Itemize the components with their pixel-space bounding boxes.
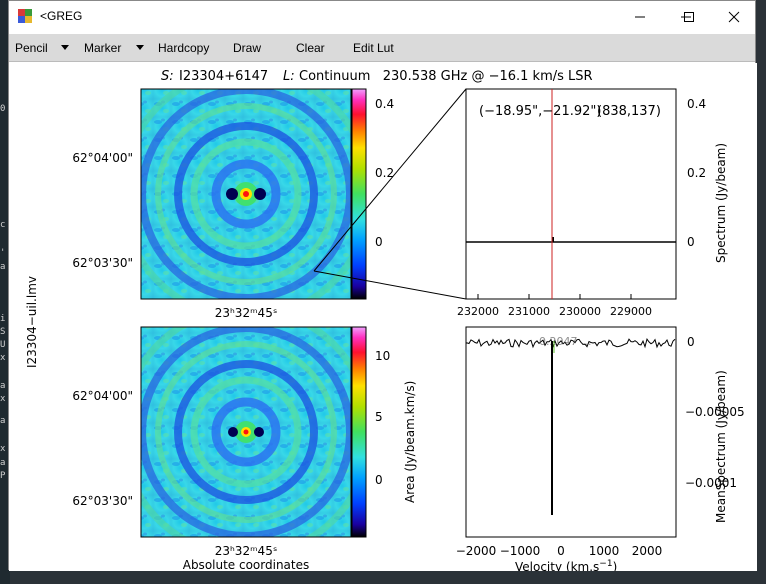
mean-spectrum-ytick-3: −0.0001 [685, 476, 737, 490]
mean-spectrum-overlay-text: 0.2047 ... [539, 335, 591, 348]
minimize-icon [681, 16, 691, 18]
spectrum-xtick: 232000 [457, 305, 499, 318]
marker-dropdown-icon[interactable] [136, 45, 144, 50]
cursor-coordinates: (−18.95",−21.92") [479, 104, 601, 119]
cube-file-label: I23304−uil.lmv [25, 276, 39, 368]
pencil-dropdown-icon[interactable] [61, 45, 69, 50]
close-button[interactable] [711, 1, 757, 33]
spectrum-xtick: 229000 [610, 305, 652, 318]
edit-lut-button[interactable]: Edit Lut [353, 41, 394, 55]
marker-menu[interactable]: Marker [84, 41, 122, 55]
bottom-colorbar-tick-3: 0 [375, 473, 383, 487]
terminal-char: x [0, 394, 6, 404]
bottom-map-ytick-2: 62°03'30" [72, 494, 133, 508]
app-cube-icon [18, 9, 32, 23]
terminal-char: ' [0, 248, 6, 258]
close-icon [728, 11, 740, 23]
spectrum-xtick: 231000 [508, 305, 550, 318]
source-name: I23304+6147 [179, 69, 268, 84]
cursor-pixel: (838,137) [597, 104, 661, 119]
top-map-ytick-2: 62°03'30" [72, 256, 133, 270]
terminal-char: a [0, 416, 6, 426]
window-title: <GREG [40, 9, 83, 23]
continuum-map-frame [140, 88, 352, 300]
terminal-char: 0 [0, 104, 6, 114]
zoom-line-bottom [313, 270, 467, 300]
mean-spectrum-ytick-2: −0.00005 [685, 405, 745, 419]
hardcopy-button[interactable]: Hardcopy [158, 41, 210, 55]
mean-spectrum-xtick: −1000 [500, 544, 541, 558]
top-colorbar-tick-3: 0 [375, 235, 383, 249]
area-map[interactable] [122, 308, 370, 556]
area-map-frame [140, 326, 352, 538]
terminal-char: U [0, 340, 6, 350]
terminal-char: x [0, 353, 6, 363]
minimize-button[interactable] [663, 1, 709, 33]
mean-spectrum-xtick: 1000 [589, 544, 620, 558]
bottom-colorbar-tick-2: 5 [375, 410, 383, 424]
mean-spectrum-noise-trace [465, 337, 676, 349]
terminal-char: a [0, 458, 6, 468]
minimize-button-alt[interactable] [617, 1, 663, 33]
mean-spectrum-ylabel: MeanSpectrum (Jy/beam) [714, 370, 728, 523]
terminal-char: S [0, 327, 6, 337]
mean-spectrum-xtick: −2000 [456, 544, 497, 558]
top-colorbar-tick-1: 0.4 [375, 97, 394, 111]
greg-window: <GREG Pencil Marker Hardcopy Draw Clear … [8, 0, 757, 574]
pencil-menu[interactable]: Pencil [15, 41, 48, 55]
minimize-line-icon [635, 16, 645, 18]
mean-spectrum-ytick-1: 0 [687, 335, 695, 349]
top-map-ytick-1: 62°04'00" [72, 151, 133, 165]
title-bar[interactable]: <GREG [9, 1, 755, 33]
mean-spectrum-xlabel-main: Velocity (km.s [515, 560, 599, 571]
draw-button[interactable]: Draw [233, 41, 262, 55]
terminal-char: x [0, 444, 6, 454]
spectrum-ytick-1: 0.4 [687, 97, 706, 111]
source-label: S: [161, 69, 174, 84]
line-label: L: [283, 69, 295, 84]
spectrum-ytick-2: 0.2 [687, 166, 706, 180]
zoom-line-top [313, 88, 467, 272]
continuum-map[interactable] [122, 70, 370, 318]
spectrum-panel[interactable] [465, 88, 677, 300]
mean-spectrum-xtick: 0 [557, 544, 565, 558]
mean-spectrum-xlabel-sup: −1 [599, 559, 612, 569]
spectrum-ylabel: Spectrum (Jy/beam) [714, 143, 728, 263]
terminal-char: c [0, 220, 6, 230]
bottom-map-xtick: 23ʰ32ᵐ45ˢ [215, 544, 278, 558]
top-colorbar [351, 88, 367, 300]
bottom-map-xlabel: Absolute coordinates [183, 558, 310, 571]
background-terminal [0, 0, 10, 584]
terminal-char: a [0, 381, 6, 391]
maximize-button[interactable] [666, 1, 712, 33]
mean-spectrum-xlabel-end: ) [613, 560, 618, 571]
spectrum-xtick: 230000 [559, 305, 601, 318]
terminal-char: P [0, 471, 6, 481]
top-colorbar-tick-2: 0.2 [375, 166, 394, 180]
bottom-map-ytick-1: 62°04'00" [72, 389, 133, 403]
top-map-xtick: 23ʰ32ᵐ45ˢ [215, 306, 278, 320]
spectrum-ytick-3: 0 [687, 235, 695, 249]
bottom-colorbar-label: Area (Jy/beam.km/s) [403, 381, 417, 503]
terminal-char: a [0, 262, 6, 272]
mean-spectrum-x-ticks: −2000 −1000 0 1000 2000 [456, 544, 663, 558]
plot-canvas[interactable]: S: I23304+6147 L: Continuum 230.538 GHz … [9, 63, 757, 574]
mean-spectrum-panel[interactable] [465, 326, 677, 538]
mean-spectrum-xlabel: Velocity (km.s−1) [515, 559, 617, 571]
spectrum-x-ticks: 232000 231000 230000 229000 [457, 294, 652, 318]
bottom-colorbar [351, 326, 367, 538]
mean-spectrum-xtick: 2000 [632, 544, 663, 558]
menu-bar: Pencil Marker Hardcopy Draw Clear Edit L… [9, 34, 755, 62]
line-info: Continuum 230.538 GHz @ −16.1 km/s LSR [299, 69, 593, 84]
bottom-colorbar-tick-1: 10 [375, 349, 390, 363]
terminal-char: i [0, 314, 6, 324]
maximize-icon [684, 12, 694, 22]
clear-button[interactable]: Clear [296, 41, 325, 55]
